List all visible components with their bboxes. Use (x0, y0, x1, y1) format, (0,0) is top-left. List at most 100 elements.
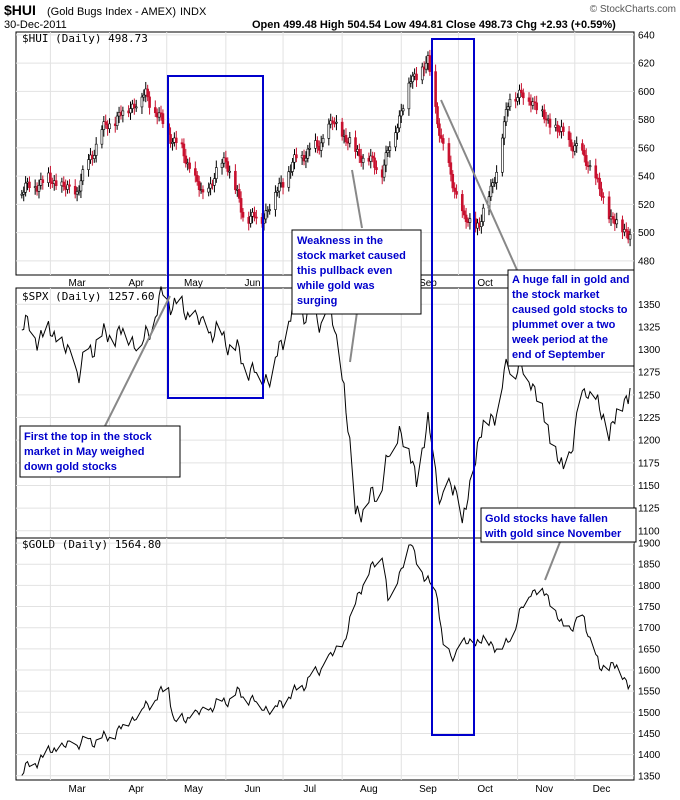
hui-candle-body (573, 145, 577, 152)
hui-candle-body (491, 182, 495, 187)
hui-candle-body (54, 180, 58, 187)
hui-candle-body (489, 185, 493, 198)
hui-candle-body (615, 219, 619, 225)
hui-y-tick-label: 620 (638, 59, 655, 70)
hui-candle-body (41, 179, 45, 183)
gold-x-axis: Mar Apr May Jun Jul Aug Sep Oct Nov Dec (68, 784, 610, 795)
hui-candle-body (453, 187, 456, 192)
hui-candle-body (62, 181, 66, 187)
hui-candle-body (182, 143, 186, 157)
hui-candle-body (159, 112, 163, 115)
hui-candle-body (104, 121, 108, 125)
annotation-weakness-line: while gold was (296, 280, 375, 292)
spx-y-tick-label: 1325 (638, 322, 661, 333)
annotation-since-nov-line: Gold stocks have fallen (485, 513, 608, 525)
hui-candle-body (569, 139, 573, 147)
hui-candle-body (548, 118, 552, 128)
hui-candle-body (358, 149, 361, 157)
annotation-huge-fall-line: week period at the (511, 334, 608, 346)
month-tick-label: Nov (535, 784, 553, 795)
hui-candle-body (602, 196, 605, 198)
hui-candle-body (220, 162, 224, 168)
annotation-since-nov-box (480, 507, 637, 543)
gold-y-tick-label: 1550 (638, 687, 661, 698)
hui-candle-body (100, 129, 104, 145)
hui-candle-body (386, 150, 390, 154)
hui-candle-body (241, 211, 245, 218)
hui-candle-body (340, 121, 344, 137)
hui-legend: $HUI (Daily) 498.73 (22, 32, 148, 45)
hui-candle-body (468, 218, 472, 223)
hui-candle-body (611, 216, 615, 220)
hui-candle-body (92, 155, 96, 159)
hui-candle-body (583, 150, 586, 156)
month-tick-label: Mar (68, 278, 86, 289)
annotation-first-top-line: market in May weighed (24, 446, 144, 458)
annotation-huge-fall-line: caused gold stocks to (512, 304, 628, 316)
gold-y-tick-label: 1450 (638, 729, 661, 740)
annotation-huge-fall-line: plummet over a two (512, 319, 616, 331)
spx-y-tick-label: 1225 (638, 413, 661, 424)
gold-grid (16, 538, 634, 780)
hui-candle-body (174, 137, 178, 144)
hui-candle-body (588, 165, 592, 168)
hui-candle-body (480, 221, 483, 227)
month-tick-label: Mar (68, 784, 86, 795)
hui-candle-body (508, 98, 512, 108)
hui-candle-body (289, 171, 292, 173)
annotation-weakness-line: stock market caused (297, 250, 406, 262)
hui-candle-body (361, 157, 365, 163)
hui-candle-body (407, 82, 411, 110)
hui-candle-body (68, 184, 71, 187)
hui-candle-body (239, 198, 243, 213)
hui-candle-body (121, 110, 125, 116)
hui-candle-body (518, 89, 521, 98)
gold-panel-frame (15, 537, 635, 781)
hui-candle-body (396, 127, 399, 133)
hui-y-tick-label: 580 (638, 115, 655, 126)
annotation-first-top-box (19, 425, 181, 478)
chart-ohlc: Open 499.48 High 504.54 Low 494.81 Close… (252, 19, 616, 31)
hui-candle-body (520, 89, 523, 94)
hui-candle-body (224, 157, 228, 162)
hui-candle-body (624, 229, 628, 232)
hui-candle-body (535, 102, 538, 111)
hui-candle-body (134, 106, 138, 109)
hui-candle-body (335, 121, 338, 124)
month-tick-label: Apr (128, 278, 144, 289)
hui-candle-body (140, 96, 144, 108)
hui-candle-body (542, 109, 546, 120)
hui-candle-body (399, 110, 403, 117)
hui-candle-body (228, 170, 231, 173)
gold-y-tick-label: 1600 (638, 666, 661, 677)
may-highlight-box (167, 75, 264, 399)
first-top-pointer (103, 295, 171, 429)
hui-candle-body (384, 152, 388, 166)
spx-y-tick-label: 1275 (638, 368, 661, 379)
hui-candle-body (411, 75, 415, 83)
hui-candle-body (394, 132, 397, 148)
month-tick-label: Jun (244, 784, 260, 795)
hui-candle-body (102, 121, 106, 130)
month-tick-label: Sep (419, 278, 437, 289)
hui-candle-body (115, 115, 119, 126)
spx-legend: $SPX (Daily) 1257.60 (22, 290, 154, 303)
hui-candle-body (562, 126, 565, 132)
hui-candle-body (388, 146, 392, 151)
gold-y-tick-label: 1750 (638, 602, 661, 613)
spx-y-tick-label: 1200 (638, 436, 661, 447)
hui-candle-body (495, 171, 498, 183)
month-tick-label: Sep (419, 784, 437, 795)
hui-candle-body (226, 161, 230, 172)
hui-candle-body (438, 123, 441, 136)
hui-candle-body (22, 191, 26, 195)
hui-candle-body (333, 122, 336, 125)
chart-symbol-name: (Gold Bugs Index - AMEX) (47, 6, 176, 18)
annotation-first-top-line: down gold stocks (24, 461, 117, 473)
spx-y-axis: 1100 1125 1150 1175 1200 1225 1250 1275 1300 1325… (638, 300, 661, 537)
hui-candles (20, 49, 632, 247)
hui-candle-body (424, 62, 428, 70)
gold-y-tick-label: 1700 (638, 623, 661, 634)
hui-candle-body (327, 123, 331, 139)
